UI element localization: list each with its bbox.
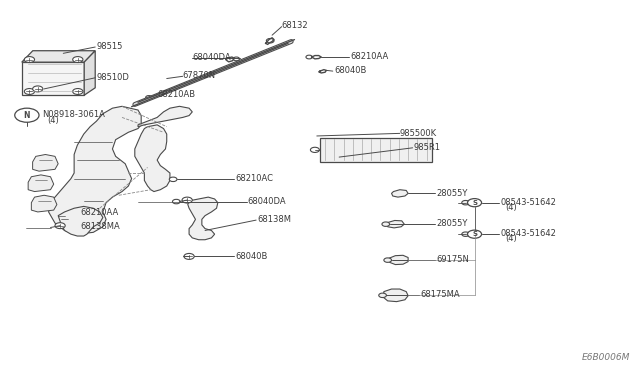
Circle shape xyxy=(462,232,469,236)
Text: 67870N: 67870N xyxy=(182,71,216,80)
Circle shape xyxy=(146,96,152,99)
Circle shape xyxy=(73,89,83,94)
Text: 68175MA: 68175MA xyxy=(420,291,460,299)
Polygon shape xyxy=(188,197,218,240)
Polygon shape xyxy=(33,154,58,171)
Circle shape xyxy=(382,222,390,227)
Text: 985500K: 985500K xyxy=(400,128,437,138)
Polygon shape xyxy=(387,221,404,228)
Polygon shape xyxy=(22,62,84,95)
Text: 68040DA: 68040DA xyxy=(248,197,287,206)
Text: 68040DA: 68040DA xyxy=(192,53,231,62)
Circle shape xyxy=(467,199,481,207)
Text: 98515: 98515 xyxy=(97,42,123,51)
Bar xyxy=(320,138,432,162)
Polygon shape xyxy=(392,190,408,197)
Circle shape xyxy=(462,201,469,205)
Circle shape xyxy=(33,86,43,92)
Circle shape xyxy=(184,253,194,259)
Circle shape xyxy=(467,230,481,238)
Text: 08543-51642: 08543-51642 xyxy=(500,198,556,207)
Circle shape xyxy=(24,89,35,94)
Circle shape xyxy=(73,57,83,62)
Text: 68040B: 68040B xyxy=(235,251,268,260)
Circle shape xyxy=(379,293,387,298)
Text: 68210AB: 68210AB xyxy=(157,90,195,99)
Polygon shape xyxy=(49,106,141,234)
Polygon shape xyxy=(28,175,54,192)
Text: 68138M: 68138M xyxy=(257,215,291,224)
Text: 08543-51642: 08543-51642 xyxy=(500,229,556,238)
Polygon shape xyxy=(135,125,170,192)
Circle shape xyxy=(182,197,192,203)
Text: 68210AA: 68210AA xyxy=(81,208,119,217)
Text: 68210AC: 68210AC xyxy=(235,174,273,183)
Polygon shape xyxy=(138,106,192,127)
Text: 98510D: 98510D xyxy=(97,73,129,82)
Text: S: S xyxy=(472,200,477,206)
Polygon shape xyxy=(389,255,408,264)
Text: 69175N: 69175N xyxy=(436,255,469,264)
Circle shape xyxy=(170,177,177,182)
Text: 28055Y: 28055Y xyxy=(436,189,468,198)
Circle shape xyxy=(384,258,392,262)
Circle shape xyxy=(55,223,65,229)
Text: N08918-3061A: N08918-3061A xyxy=(42,110,105,119)
Text: 985R1: 985R1 xyxy=(414,143,441,152)
Polygon shape xyxy=(84,51,95,95)
Text: 68040B: 68040B xyxy=(334,66,367,75)
Polygon shape xyxy=(31,195,57,212)
Circle shape xyxy=(24,57,35,62)
Text: 68132: 68132 xyxy=(282,21,308,30)
Polygon shape xyxy=(58,206,103,236)
Text: 68138MA: 68138MA xyxy=(81,221,120,231)
Text: (4): (4) xyxy=(505,234,517,244)
Circle shape xyxy=(306,55,312,59)
Text: 68210AA: 68210AA xyxy=(350,52,388,61)
Text: (4): (4) xyxy=(505,203,517,212)
Circle shape xyxy=(310,147,319,153)
Text: N: N xyxy=(24,111,30,120)
Polygon shape xyxy=(383,289,408,302)
Text: (4): (4) xyxy=(47,116,59,125)
Circle shape xyxy=(15,108,39,122)
Polygon shape xyxy=(22,51,95,62)
Text: S: S xyxy=(472,231,477,237)
Circle shape xyxy=(173,199,180,204)
Text: 28055Y: 28055Y xyxy=(436,219,468,228)
Circle shape xyxy=(233,57,239,61)
Circle shape xyxy=(266,38,274,43)
Text: E6B0006M: E6B0006M xyxy=(581,353,630,362)
